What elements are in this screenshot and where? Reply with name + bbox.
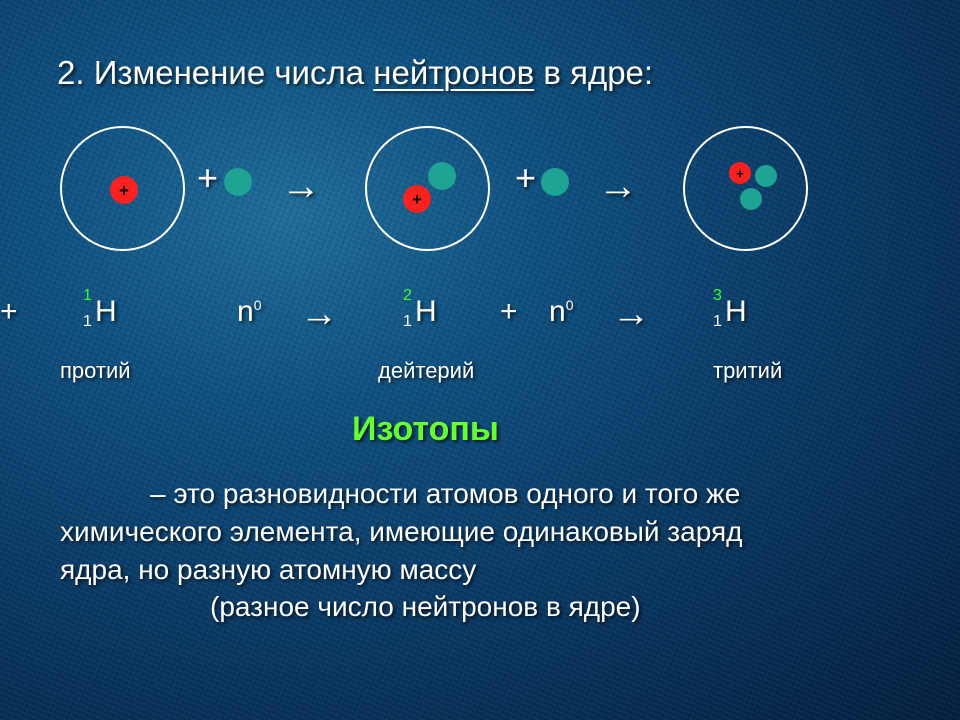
neutron-sup: 0 — [566, 297, 574, 313]
definition-line-3: ядра, но разную атомную массу — [60, 551, 900, 589]
definition-line-4: (разное число нейтронов в ядре) — [60, 588, 900, 626]
isotope-name-deuterium: дейтерий — [378, 358, 474, 384]
title-underlined: нейтронов — [373, 54, 534, 91]
nuclide1-mass-number: 1 — [83, 287, 92, 305]
nuclide1-atomic-number: 1 — [83, 313, 92, 331]
eq-neutron-2: n0 — [549, 295, 573, 329]
eq-plus-1: + — [0, 295, 18, 329]
isotopes-heading: Изотопы — [352, 410, 499, 449]
nuclide2-atomic-number: 1 — [403, 313, 412, 331]
atom-tritium-neutron-2 — [740, 188, 762, 210]
nuclide2-mass-number: 2 — [403, 287, 412, 305]
arrow-1: → — [281, 164, 317, 209]
arrow-2: → — [598, 164, 634, 209]
atom-tritium-proton: + — [729, 162, 751, 184]
isotope-name-tritium: тритий — [713, 358, 782, 384]
definition-line-2: химического элемента, имеющие одинаковый… — [60, 513, 900, 551]
eq-arrow-1: → — [300, 293, 335, 336]
plus-symbol-2: + — [515, 157, 536, 199]
neutron-sup: 0 — [254, 297, 262, 313]
atom-deuterium-neutron — [428, 162, 456, 190]
atom-tritium-neutron-1 — [755, 165, 777, 187]
plus-symbol-1: + — [197, 157, 218, 199]
neutron-n: n — [237, 295, 254, 328]
neutron-n: n — [549, 295, 566, 328]
nuclide3-symbol: H — [725, 295, 747, 329]
nuclide3-atomic-number: 1 — [713, 313, 722, 331]
atom-deuterium-proton: + — [403, 185, 431, 213]
eq-arrow-2: → — [612, 293, 647, 336]
title-prefix: 2. Изменение числа — [57, 54, 373, 91]
proton-plus-label: + — [736, 167, 744, 180]
title-suffix: в ядре: — [534, 54, 653, 91]
nuclide2-symbol: H — [415, 295, 437, 329]
free-neutron-1 — [224, 168, 252, 196]
proton-plus-label: + — [412, 191, 422, 208]
atom-protium-proton: + — [110, 176, 138, 204]
free-neutron-2 — [541, 168, 569, 196]
isotope-name-protium: протий — [60, 358, 131, 384]
slide: 2. Изменение числа нейтронов в ядре: + +… — [0, 0, 960, 720]
nuclide3-mass-number: 3 — [713, 287, 722, 305]
proton-plus-label: + — [119, 182, 129, 199]
nuclide1-symbol: H — [95, 295, 117, 329]
slide-title: 2. Изменение числа нейтронов в ядре: — [57, 54, 653, 92]
eq-plus-2: + — [500, 295, 518, 329]
eq-neutron-1: n0 — [237, 295, 261, 329]
definition-line-1: – это разновидности атомов одного и того… — [60, 475, 900, 513]
isotopes-definition: – это разновидности атомов одного и того… — [60, 475, 900, 626]
atom-deuterium-outline — [365, 126, 490, 251]
